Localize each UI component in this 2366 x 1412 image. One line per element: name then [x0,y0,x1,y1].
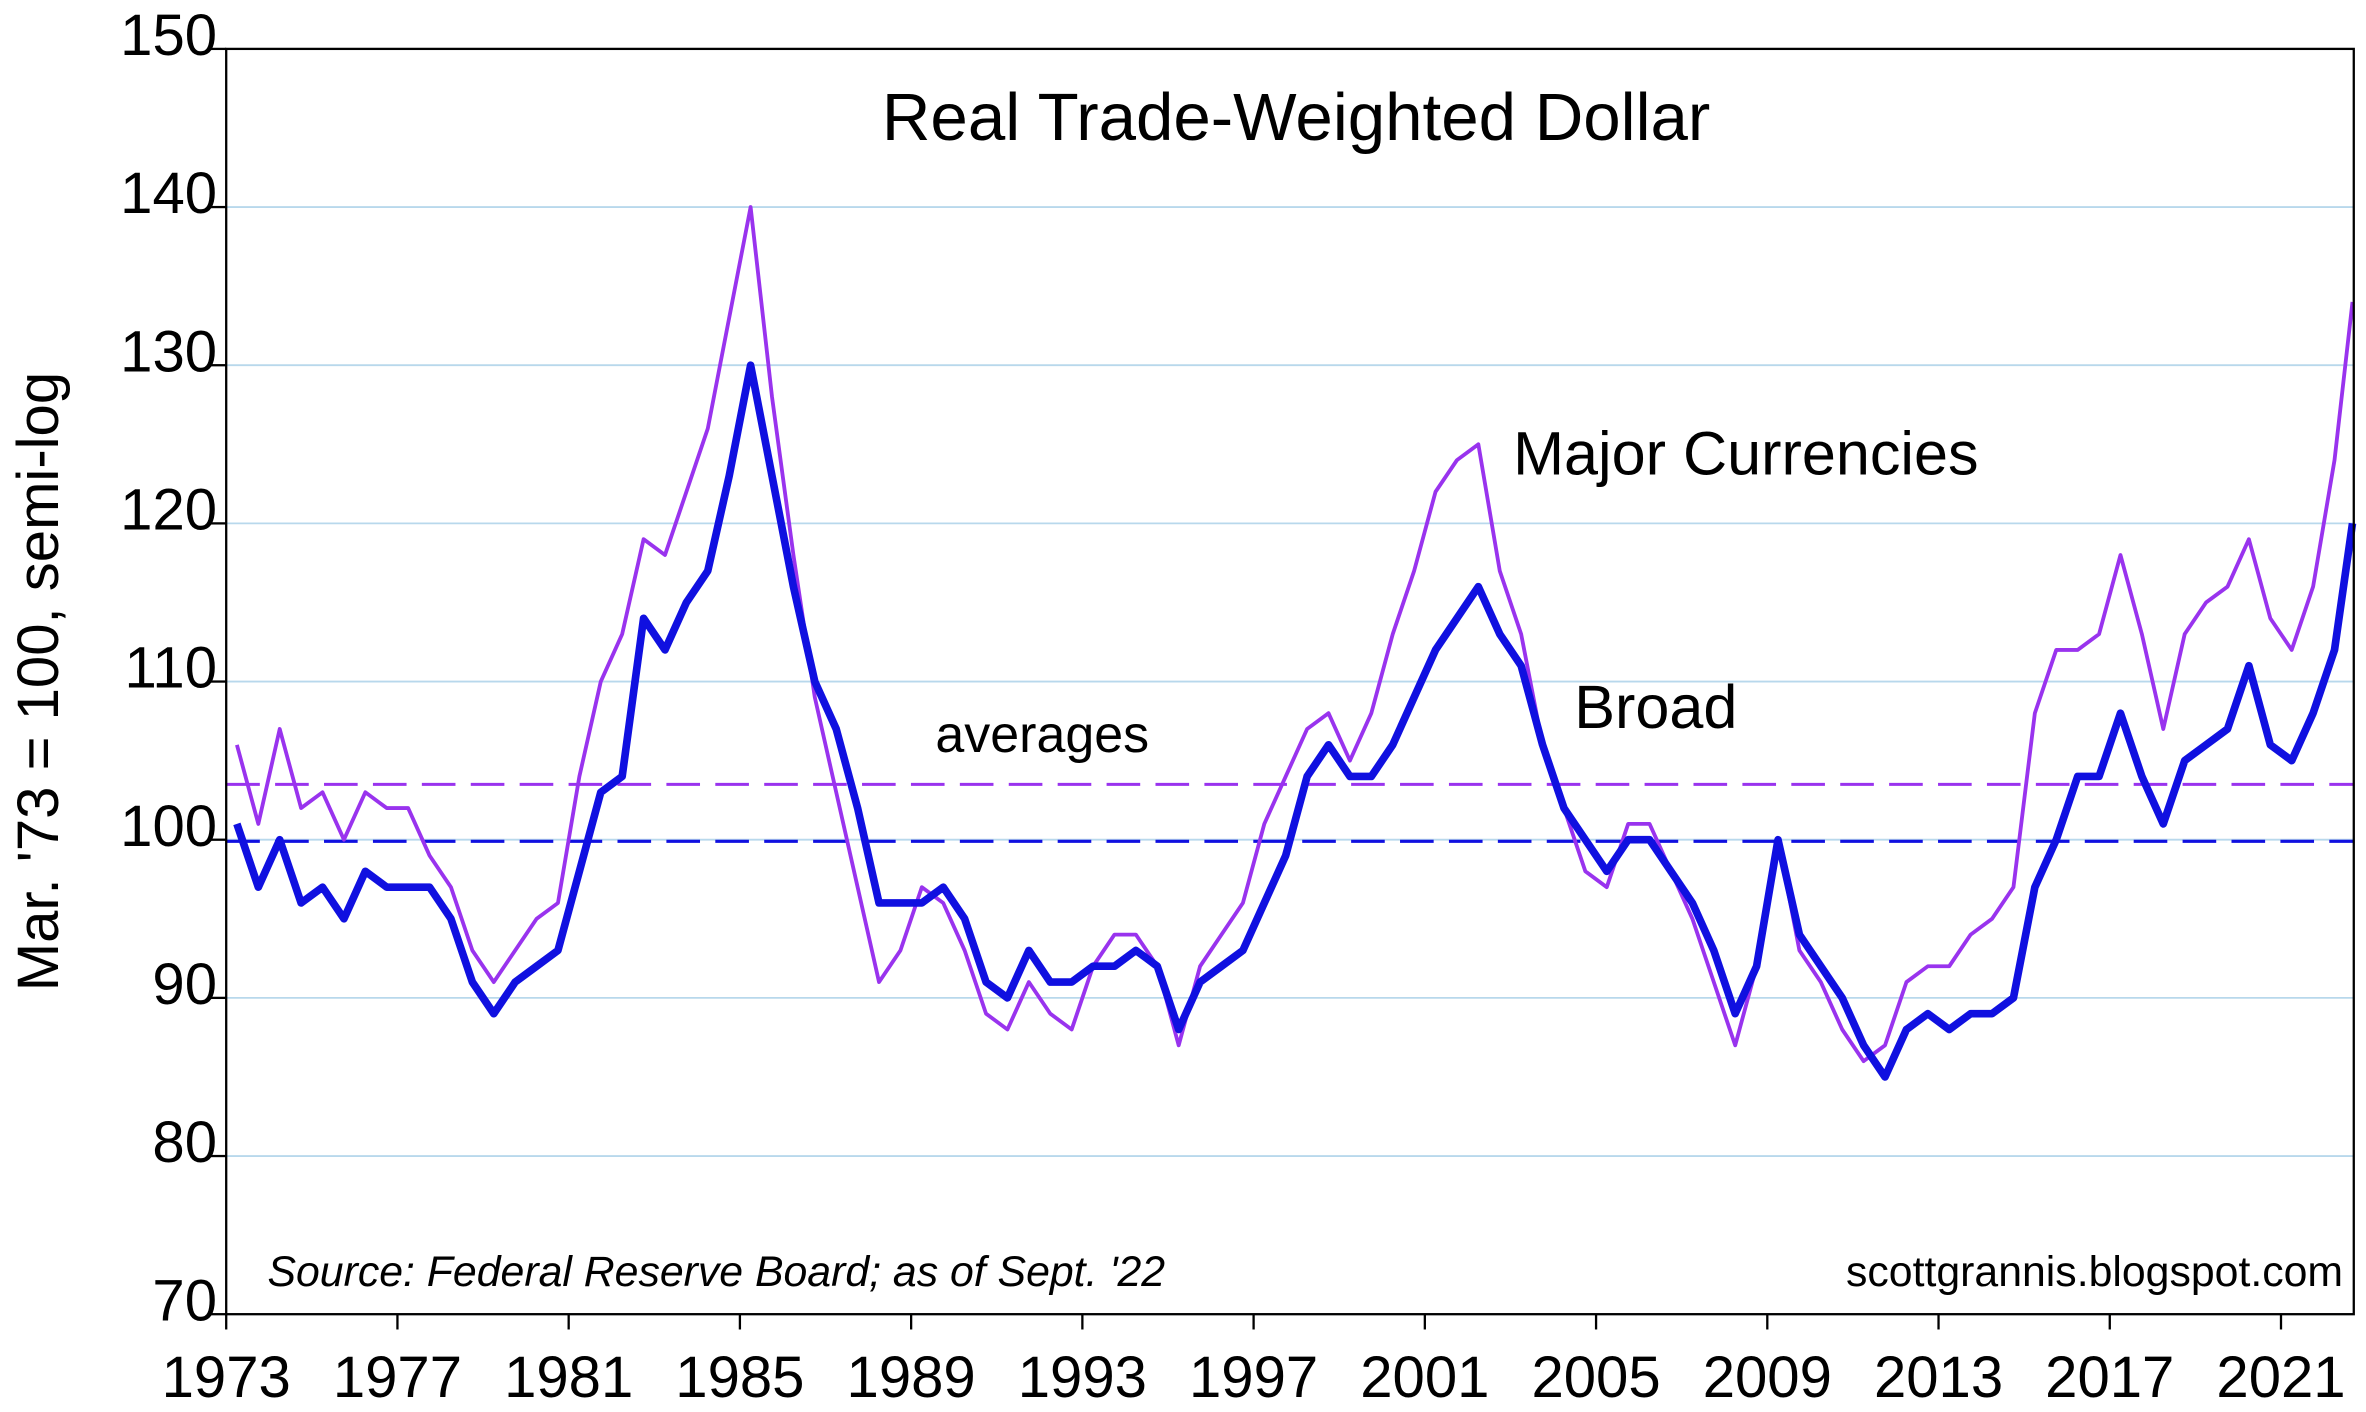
x-tick-label: 1985 [675,1345,804,1410]
plot-area [226,205,2357,1081]
y-tick-label: 100 [120,794,217,859]
series-label: Major Currencies [1513,420,1978,488]
y-tick-label: 90 [152,952,217,1017]
x-tick-label: 2009 [1703,1345,1832,1410]
x-tick-label: 1973 [162,1345,291,1410]
x-tick-label: 2021 [2216,1345,2345,1410]
x-tick-label: 1993 [1018,1345,1147,1410]
series-line [235,205,2355,1064]
x-tick-label: 2013 [1874,1345,2003,1410]
y-tick-label: 110 [124,636,217,701]
x-tick-label: 2005 [1531,1345,1660,1410]
y-tick-label: 70 [152,1268,217,1333]
y-tick-label: 130 [120,319,217,384]
x-tick-label: 2001 [1360,1345,1489,1410]
series-label: Broad [1574,673,1737,741]
y-tick-label: 80 [152,1110,217,1175]
credit: scottgrannis.blogspot.com [1846,1248,2343,1296]
y-tick-label: 140 [120,161,217,226]
x-tick-label: 2017 [2045,1345,2174,1410]
chart-title: Real Trade-Weighted Dollar [882,80,1710,155]
x-tick-label: 1989 [847,1345,976,1410]
series-line [233,361,2357,1081]
y-tick-label: 150 [120,3,217,68]
annotation: averages [935,706,1149,764]
x-tick-label: 1981 [504,1345,633,1410]
y-axis-label: Mar. '73 = 100, semi-log [6,372,71,991]
y-tick-label: 120 [120,478,217,543]
x-tick-label: 1977 [333,1345,462,1410]
source-note: Source: Federal Reserve Board; as of Sep… [267,1248,1165,1296]
x-tick-label: 1997 [1189,1345,1318,1410]
